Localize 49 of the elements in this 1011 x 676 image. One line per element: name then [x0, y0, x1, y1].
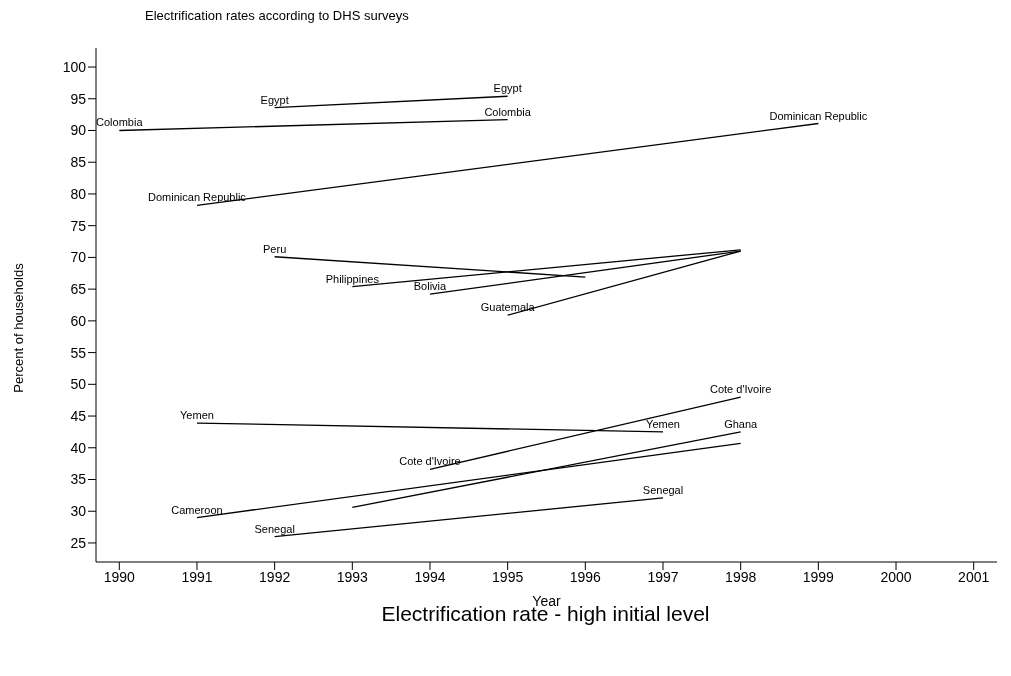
annotation: Cote d'Ivoire [399, 455, 461, 468]
x-tick-label: 1991 [181, 568, 213, 585]
annotation: Colombia [484, 105, 532, 118]
x-axis-title: Year [532, 593, 561, 609]
y-tick-label: 70 [70, 249, 87, 266]
annotation: Bolivia [413, 280, 448, 293]
annotation: Ghana [724, 417, 759, 430]
annotation: Dominican Republic [148, 191, 247, 204]
x-tick-label: 1998 [725, 568, 757, 585]
annotation: Colombia [96, 116, 144, 129]
annotation: Dominican Republic [769, 109, 868, 122]
x-tick-label: 1993 [336, 568, 369, 585]
x-tick-label: 1990 [103, 568, 136, 585]
x-tick-label: 2000 [880, 568, 912, 585]
annotation: Cote d'Ivoire [709, 383, 772, 396]
y-axis-title: Percent of households [10, 263, 26, 393]
y-tick-label: 60 [70, 312, 87, 329]
y-tick-label: 25 [70, 534, 87, 551]
y-tick-label: 45 [70, 408, 87, 425]
y-tick-label: 100 [62, 59, 87, 76]
annotation: Egypt [260, 93, 289, 106]
annotation: Guatemala [480, 301, 536, 314]
y-tick-label: 55 [70, 344, 87, 361]
x-tick-label: 1999 [802, 568, 835, 585]
annotation: Cameroon [171, 503, 223, 516]
annotation: Yemen [180, 409, 214, 422]
y-tick-label: 75 [70, 217, 87, 234]
x-tick-label: 1996 [569, 568, 602, 585]
y-tick-label: 50 [70, 376, 87, 393]
annotation: Egypt [493, 82, 522, 95]
annotation: Yemen [646, 417, 680, 430]
y-tick-label: 85 [70, 154, 87, 171]
annotation: Peru [263, 242, 287, 255]
annotation: Senegal [254, 522, 295, 535]
chart-subtitle: Electrification rates according to DHS surveys [145, 8, 410, 25]
y-tick-label: 65 [70, 281, 87, 298]
y-tick-label: 35 [70, 471, 87, 488]
y-tick-label: 40 [70, 439, 87, 456]
x-tick-label: 1995 [492, 568, 524, 585]
annotation: Philippines [325, 272, 380, 285]
y-tick-label: 90 [70, 122, 87, 139]
y-tick-label: 30 [70, 503, 87, 520]
y-tick-label: 80 [70, 185, 87, 202]
x-tick-label: 2001 [958, 568, 990, 585]
y-tick-label: 95 [70, 90, 87, 107]
x-tick-label: 1994 [414, 568, 446, 585]
annotation: Senegal [642, 483, 684, 496]
x-tick-label: 1997 [647, 568, 679, 585]
x-tick-label: 1992 [259, 568, 291, 585]
